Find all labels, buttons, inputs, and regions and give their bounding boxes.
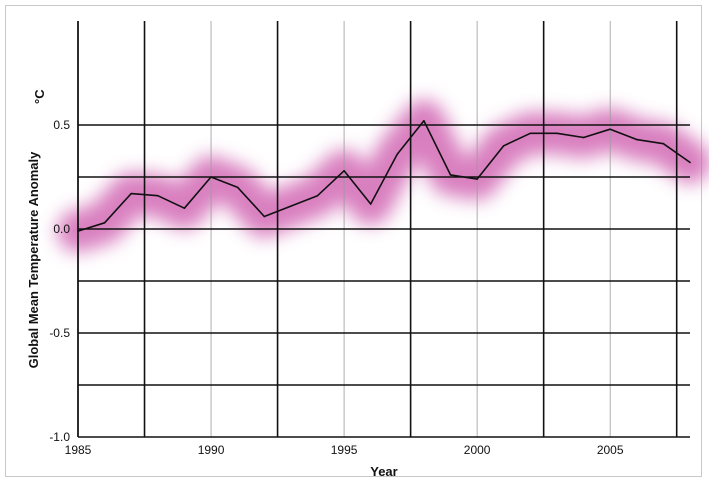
data-point (582, 136, 585, 139)
data-point (369, 203, 372, 205)
data-point (103, 221, 106, 224)
data-point (263, 215, 266, 218)
uncertainty-band (57, 99, 709, 253)
x-tick-label: 2005 (597, 443, 624, 457)
data-point (502, 145, 505, 147)
unit-label: °C (32, 89, 47, 104)
data-point (396, 153, 399, 155)
tick-labels: 1985 1990 1995 2000 2005 0.5 0.0 -0.5 -1.0 (49, 118, 624, 457)
data-point (529, 132, 532, 135)
data-point (130, 192, 133, 195)
grid-lines (77, 21, 690, 438)
x-tick-label: 1985 (65, 443, 92, 457)
data-series (77, 120, 691, 232)
x-tick-label: 1995 (331, 443, 358, 457)
y-tick-label: -1.0 (49, 430, 70, 444)
data-point (343, 169, 345, 172)
data-point (476, 178, 478, 180)
data-point (423, 120, 425, 122)
data-point (210, 176, 212, 178)
data-point (635, 138, 638, 141)
x-tick-label: 2000 (464, 443, 491, 457)
data-point (556, 132, 558, 135)
data-point (609, 128, 611, 130)
y-tick-label: -0.5 (49, 326, 70, 340)
data-point (157, 194, 159, 197)
data-point (316, 194, 319, 197)
y-axis-title: Global Mean Temperature Anomaly (26, 151, 41, 368)
data-point (77, 230, 79, 232)
y-tick-label: 0.5 (53, 118, 70, 132)
chart-frame (5, 5, 702, 477)
data-point (662, 142, 665, 145)
data-point (236, 186, 239, 189)
uncertainty-band-shape (57, 99, 709, 253)
y-tick-label: 0.0 (53, 222, 70, 236)
x-axis-title: Year (370, 464, 397, 479)
data-point (449, 174, 452, 176)
x-tick-label: 1990 (198, 443, 225, 457)
data-point (183, 207, 186, 209)
temperature-line (77, 120, 691, 232)
data-point (290, 205, 292, 207)
data-point (689, 161, 691, 164)
